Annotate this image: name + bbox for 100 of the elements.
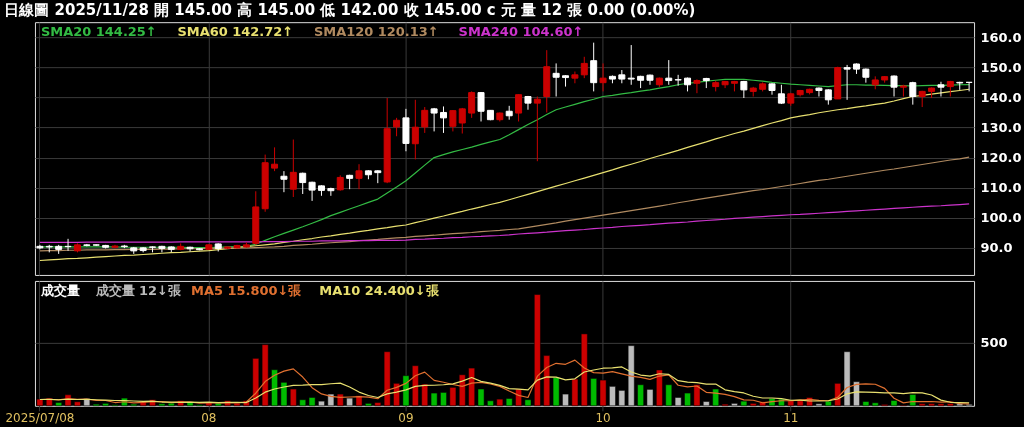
- bar: [862, 401, 870, 407]
- bar: [562, 393, 569, 407]
- bar: [524, 399, 532, 407]
- bar: [871, 402, 879, 407]
- bar: [374, 402, 382, 407]
- candlestick: [937, 81, 945, 98]
- bar: [552, 377, 560, 407]
- line-series: [39, 156, 970, 252]
- text: SMA120 120.13↑: [313, 24, 439, 40]
- candlestick: [355, 163, 363, 190]
- y-tick-label: 90.0: [980, 240, 1013, 256]
- bar: [355, 395, 363, 407]
- candlestick: [693, 78, 701, 94]
- bar: [843, 351, 851, 407]
- bar: [55, 402, 62, 407]
- y-tick-label: 160.0: [980, 29, 1022, 45]
- x-tick-label: 10: [595, 411, 611, 426]
- text: MA5 15.800↓張: [191, 282, 303, 298]
- bar: [252, 358, 260, 407]
- chart-title: 日線圖 2025/11/28 開 145.00 高 145.00 低 142.00 收 145.00 c 元 量 12 張 0.00 (0.00%): [4, 0, 696, 19]
- bar: [684, 392, 691, 407]
- bar: [318, 400, 325, 407]
- candlestick: [665, 59, 673, 86]
- y-tick-label: 110.0: [980, 180, 1022, 196]
- text: SMA20 144.25↑: [40, 24, 157, 40]
- bar: [468, 367, 475, 407]
- candlestick: [552, 62, 560, 98]
- bar: [36, 398, 44, 407]
- bar: [421, 383, 429, 407]
- x-tick-label: 09: [398, 411, 414, 426]
- bar: [693, 384, 701, 407]
- bar: [214, 402, 222, 407]
- bar: [740, 400, 748, 407]
- chart-title: 成交量: [39, 282, 80, 298]
- bar: [947, 403, 954, 407]
- bar: [261, 344, 269, 407]
- bar: [599, 379, 607, 407]
- bar: [383, 351, 391, 407]
- candlestick: [289, 139, 297, 198]
- bar: [646, 389, 654, 407]
- candlestick: [64, 238, 72, 252]
- bar: [158, 403, 166, 407]
- y-tick-label: 500: [980, 335, 1008, 351]
- bar: [674, 397, 682, 407]
- bar: [290, 388, 297, 407]
- bar: [712, 388, 719, 407]
- bar: [815, 403, 823, 407]
- bar: [731, 403, 738, 407]
- bar: [627, 345, 635, 407]
- candlestick: [815, 86, 823, 98]
- bar: [637, 384, 644, 407]
- y-tick-label: 140.0: [980, 89, 1022, 105]
- candlestick: [440, 105, 447, 134]
- bar: [825, 400, 832, 407]
- bar: [590, 378, 597, 407]
- candlestick: [599, 62, 607, 92]
- x-tick-label: 08: [201, 411, 217, 426]
- bar: [458, 374, 466, 407]
- bar: [336, 393, 344, 407]
- bar: [271, 369, 278, 407]
- bar: [102, 403, 109, 407]
- bar: [749, 403, 757, 407]
- y-tick-label: 120.0: [980, 150, 1022, 166]
- bar: [796, 400, 804, 407]
- bar: [787, 400, 795, 407]
- y-tick-label: 130.0: [980, 120, 1022, 135]
- bar: [168, 402, 175, 407]
- bar: [665, 384, 673, 407]
- bar: [890, 400, 898, 407]
- candlestick: [477, 91, 485, 122]
- bar: [74, 401, 81, 407]
- candlestick: [411, 99, 419, 160]
- candlestick: [515, 93, 523, 122]
- candlestick: [421, 106, 429, 134]
- candlestick: [890, 74, 898, 98]
- bar: [534, 294, 541, 407]
- y-tick-label: 150.0: [980, 59, 1022, 75]
- candlestick: [590, 42, 598, 92]
- bar: [580, 333, 588, 407]
- y-tick-label: 100.0: [980, 210, 1022, 226]
- candlestick: [280, 170, 288, 193]
- bar: [346, 397, 353, 407]
- x-tick-label: 11: [783, 411, 799, 426]
- candlestick: [449, 109, 457, 132]
- candlestick: [327, 187, 335, 197]
- bar: [928, 403, 935, 407]
- bar: [477, 388, 485, 407]
- candlestick: [580, 56, 588, 79]
- text: 成交量 12↓張: [94, 282, 182, 298]
- bar: [487, 400, 494, 407]
- candlestick: [533, 96, 541, 162]
- candlestick: [843, 64, 851, 101]
- bar: [440, 392, 447, 407]
- candlestick: [393, 117, 401, 137]
- bar: [299, 399, 307, 407]
- candlestick: [468, 90, 476, 119]
- bar: [937, 403, 945, 407]
- bar: [430, 392, 438, 407]
- text: MA10 24.400↓張: [319, 282, 440, 298]
- bar: [412, 365, 419, 407]
